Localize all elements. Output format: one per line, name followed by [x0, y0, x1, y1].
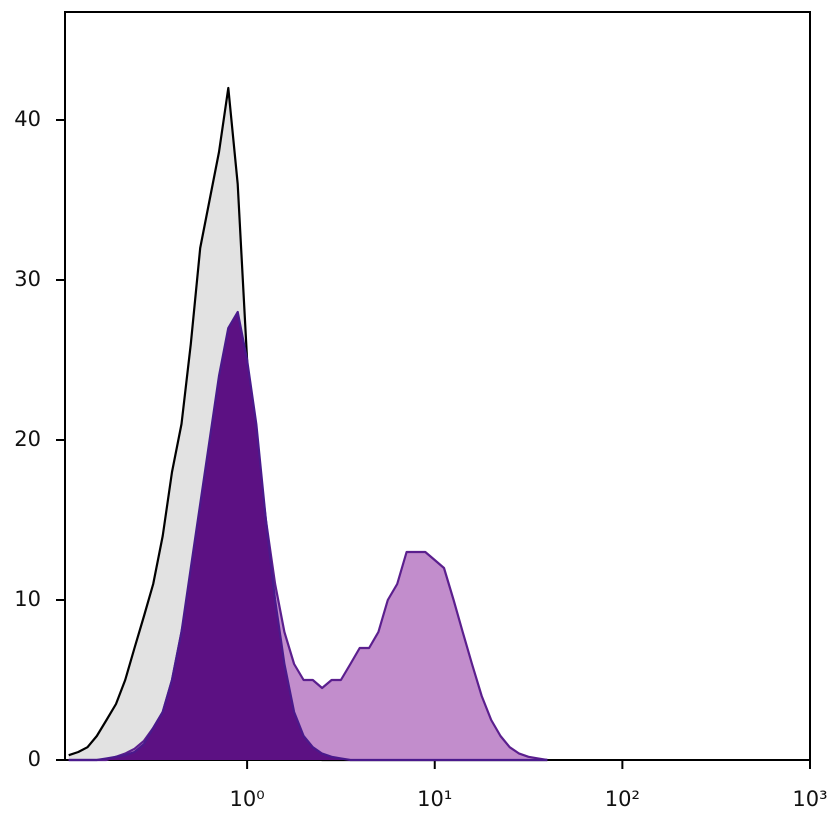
- y-tick-label: 30: [14, 267, 41, 291]
- histogram-area: [68, 312, 548, 760]
- histogram-line: [68, 310, 548, 762]
- histogram-area: [68, 88, 548, 760]
- x-tick-label: 10¹: [417, 787, 452, 811]
- x-tick-label: 10³: [792, 787, 827, 811]
- y-tick-label: 20: [14, 427, 41, 451]
- y-tick-label: 10: [14, 587, 41, 611]
- x-tick-label: 10⁰: [230, 787, 265, 811]
- y-tick-label: 0: [28, 747, 41, 771]
- x-tick-label: 10²: [605, 787, 640, 811]
- y-tick-label: 40: [14, 107, 41, 131]
